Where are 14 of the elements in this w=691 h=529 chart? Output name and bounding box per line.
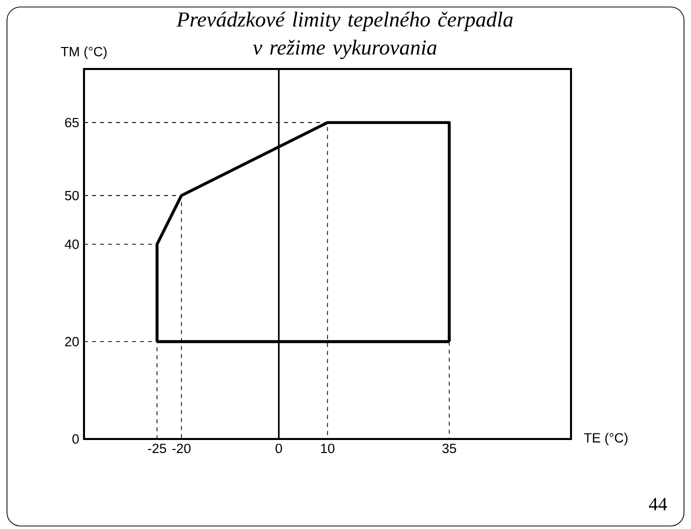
x-tick-label: 10 <box>321 444 334 454</box>
y-tick-label: 65 <box>65 118 79 128</box>
text: 44 <box>648 498 668 510</box>
y-tick-label: 0 <box>72 434 79 444</box>
chart-title: Prevádzkové limity tepelného čerpadla v režime vykurovania <box>176 12 513 60</box>
x-tick-label: -25 <box>148 444 166 454</box>
x-tick-label: 0 <box>276 444 282 454</box>
y-axis-title: TM (°C) <box>60 46 107 59</box>
y-tick-label: 50 <box>65 190 79 200</box>
x-tick-label: -20 <box>172 444 191 454</box>
y-tick-label: 40 <box>64 240 79 249</box>
y-tick-label: 20 <box>65 336 79 346</box>
x-tick-label: 35 <box>442 444 456 454</box>
x-axis-title: TE (°C) <box>584 432 628 446</box>
